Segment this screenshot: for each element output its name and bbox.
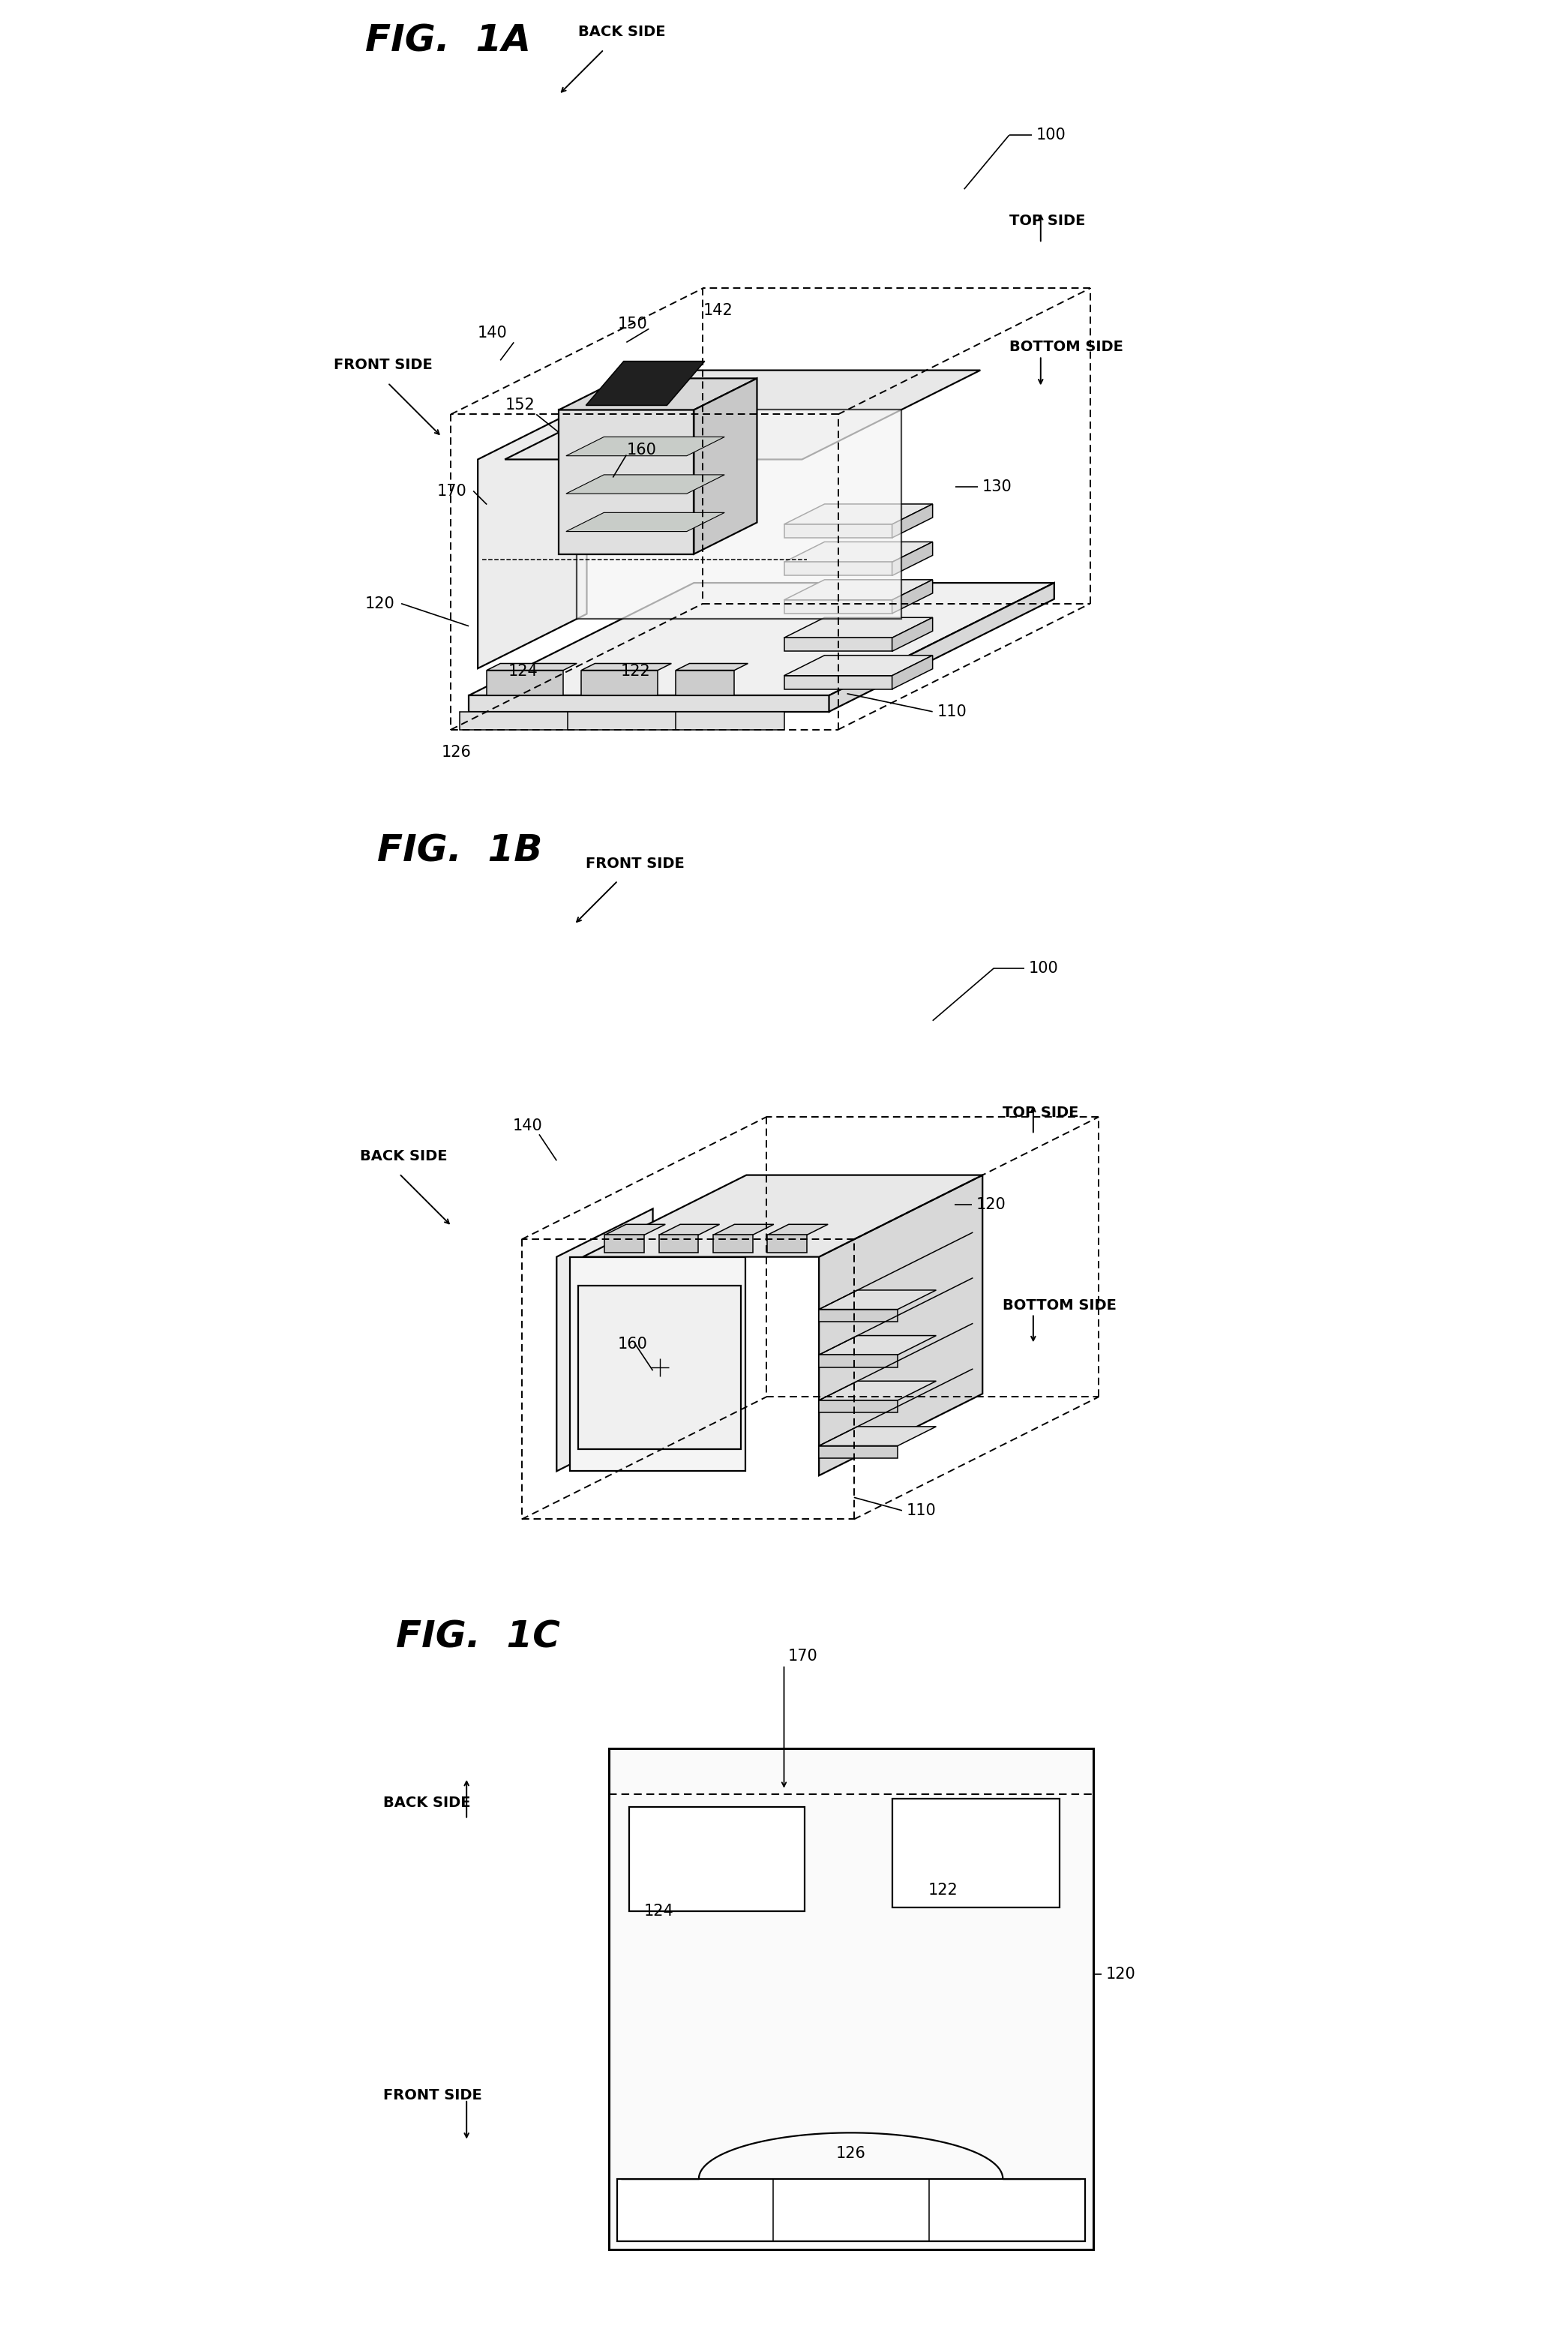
Polygon shape [505,371,980,458]
Polygon shape [659,1224,720,1236]
Text: 120: 120 [365,597,395,611]
Polygon shape [892,580,933,613]
Polygon shape [713,1224,773,1236]
Text: 110: 110 [906,1504,936,1518]
Text: 124: 124 [644,1904,674,1920]
Polygon shape [818,1401,898,1412]
Text: 130: 130 [982,479,1011,493]
Polygon shape [486,670,563,696]
Text: 140: 140 [478,327,508,341]
Polygon shape [582,663,671,670]
Text: TOP SIDE: TOP SIDE [1002,1104,1079,1121]
Polygon shape [784,543,933,562]
Polygon shape [818,1175,983,1476]
Polygon shape [569,1257,745,1471]
Text: BOTTOM SIDE: BOTTOM SIDE [1002,1297,1116,1311]
Polygon shape [605,1236,644,1253]
Polygon shape [767,1224,828,1236]
Bar [892,1798,1060,1908]
Text: BOTTOM SIDE: BOTTOM SIDE [1010,341,1123,355]
Polygon shape [577,409,902,618]
Polygon shape [892,618,933,651]
Polygon shape [676,670,734,696]
Polygon shape [784,656,933,674]
Polygon shape [784,580,933,599]
Text: FRONT SIDE: FRONT SIDE [383,2089,481,2103]
Text: FRONT SIDE: FRONT SIDE [586,855,685,870]
Polygon shape [695,378,757,555]
Polygon shape [892,543,933,576]
Text: 120: 120 [977,1196,1007,1213]
Text: 100: 100 [1029,961,1058,975]
Text: 142: 142 [702,303,732,317]
Polygon shape [459,712,784,728]
Polygon shape [818,1356,898,1368]
Polygon shape [605,1224,665,1236]
Polygon shape [784,562,892,576]
Text: BACK SIDE: BACK SIDE [383,1795,470,1810]
Text: 170: 170 [437,484,467,498]
Text: 126: 126 [442,745,472,759]
Polygon shape [566,512,724,531]
Polygon shape [818,1426,936,1445]
Text: 120: 120 [1105,1967,1135,1981]
Text: FIG.  1B: FIG. 1B [378,832,543,870]
Polygon shape [818,1445,898,1457]
Text: FRONT SIDE: FRONT SIDE [334,357,433,371]
Polygon shape [558,378,757,409]
Polygon shape [784,524,892,538]
Polygon shape [558,409,695,555]
Polygon shape [586,362,704,404]
Polygon shape [713,1236,753,1253]
Text: 110: 110 [938,705,967,719]
Polygon shape [784,674,892,689]
Text: 140: 140 [513,1119,543,1133]
Polygon shape [659,1236,698,1253]
Text: 122: 122 [928,1882,958,1899]
Text: TOP SIDE: TOP SIDE [1010,214,1085,228]
Text: 150: 150 [618,317,648,331]
Polygon shape [818,1335,936,1356]
Polygon shape [478,404,586,667]
Polygon shape [557,1208,652,1471]
Polygon shape [579,1285,742,1450]
Bar [629,1807,804,1911]
Polygon shape [784,599,892,613]
Text: 170: 170 [789,1650,818,1664]
Text: 100: 100 [1036,127,1066,143]
Polygon shape [784,637,892,651]
Text: 152: 152 [505,397,535,414]
Text: BACK SIDE: BACK SIDE [361,1149,447,1163]
Polygon shape [582,670,659,696]
Polygon shape [583,1175,983,1257]
Polygon shape [676,663,748,670]
Polygon shape [784,503,933,524]
Polygon shape [566,475,724,493]
Polygon shape [784,618,933,637]
Text: 160: 160 [626,442,657,458]
Text: 126: 126 [836,2146,866,2162]
Text: FIG.  1A: FIG. 1A [365,24,532,59]
Polygon shape [566,437,724,456]
Polygon shape [818,1382,936,1401]
Polygon shape [486,663,577,670]
Text: 124: 124 [508,663,538,679]
Text: 160: 160 [618,1337,648,1351]
Bar [608,1748,1093,2249]
Polygon shape [829,583,1054,712]
Polygon shape [767,1236,808,1253]
Text: FIG.  1C: FIG. 1C [395,1619,560,1654]
Polygon shape [469,696,829,712]
Polygon shape [892,503,933,538]
Polygon shape [892,656,933,689]
Text: BACK SIDE: BACK SIDE [579,26,665,40]
Polygon shape [469,583,1054,696]
Bar [616,2178,1085,2242]
Text: 122: 122 [621,663,651,679]
Polygon shape [818,1309,898,1321]
Polygon shape [818,1290,936,1309]
